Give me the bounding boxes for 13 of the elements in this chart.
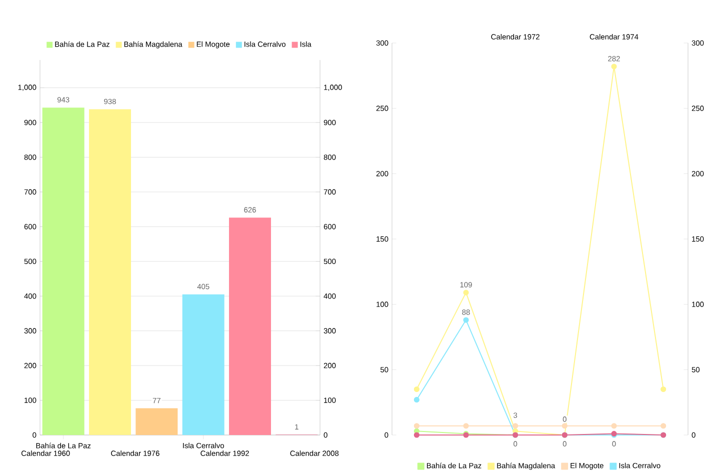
point — [611, 423, 617, 429]
point — [512, 423, 518, 429]
point — [463, 423, 469, 429]
point — [414, 396, 420, 403]
point — [463, 290, 469, 296]
point — [660, 423, 666, 429]
point — [611, 64, 617, 70]
point — [414, 432, 420, 438]
point — [463, 317, 469, 323]
point — [660, 386, 666, 392]
point — [562, 423, 568, 429]
point — [414, 423, 420, 429]
point — [414, 386, 420, 392]
